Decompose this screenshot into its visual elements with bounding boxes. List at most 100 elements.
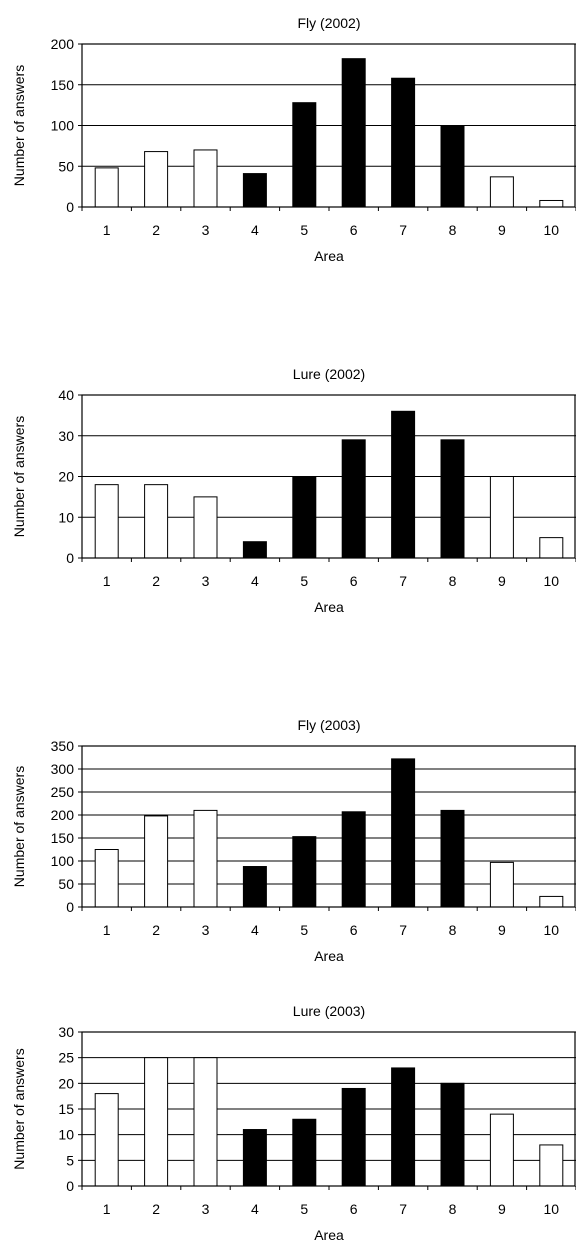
bar-area-10	[539, 537, 564, 559]
bar-area-3	[193, 149, 218, 208]
bar-area-4	[242, 866, 267, 908]
x-tick-label: 5	[300, 1201, 308, 1217]
y-tick-label: 100	[51, 853, 75, 869]
chart-4: 0 5 10 15 20 25 30 1 2 3 4 5 6 7 8 9 10 Lure (2003) Area Nu…	[11, 1003, 576, 1243]
bar-area-10	[539, 895, 564, 908]
bar-area-1	[94, 484, 119, 559]
y-tick-label: 150	[51, 77, 75, 93]
chart-title: Fly (2002)	[297, 15, 360, 31]
bar-area-4	[242, 173, 267, 208]
y-tick-label: 0	[66, 199, 74, 215]
chart-title: Fly (2003)	[297, 717, 360, 733]
y-tick-label: 50	[58, 876, 74, 892]
x-tick-label: 2	[152, 573, 160, 589]
bar-area-8	[440, 439, 465, 559]
x-tick-label: 10	[544, 222, 560, 238]
x-tick-label: 9	[498, 222, 506, 238]
x-tick-label: 9	[498, 922, 506, 938]
x-tick-label: 2	[152, 222, 160, 238]
x-tick-label: 4	[251, 1201, 259, 1217]
bar-area-9	[489, 176, 514, 208]
bar-area-3	[193, 809, 218, 908]
bar-area-2	[144, 1057, 169, 1187]
y-tick-label: 0	[66, 899, 74, 915]
bar-area-4	[242, 541, 267, 559]
x-tick-label: 3	[202, 1201, 210, 1217]
chart-3: 0 50 100 150 200 250 300 350 1 2 3 4 5 6 7 8 9 10 Fly (200…	[11, 717, 576, 964]
y-axis-label: Number of answers	[11, 416, 27, 537]
chart-title: Lure (2002)	[293, 366, 365, 382]
bar-area-1	[94, 849, 119, 908]
bar-area-1	[94, 167, 119, 208]
x-tick-label: 10	[544, 1201, 560, 1217]
x-tick-label: 3	[202, 922, 210, 938]
chart-2: 0 10 20 30 40 1 2 3 4 5 6 7 8 9 10 Lure (2002) Area Numbe…	[11, 366, 576, 615]
x-tick-label: 4	[251, 573, 259, 589]
bar-area-9	[489, 1113, 514, 1187]
y-tick-label: 40	[58, 387, 74, 403]
bar-area-1	[94, 1093, 119, 1187]
x-tick-label: 10	[544, 573, 560, 589]
bar-area-4	[242, 1129, 267, 1187]
y-tick-label: 20	[58, 1075, 74, 1091]
x-tick-label: 7	[399, 222, 407, 238]
y-tick-label: 20	[58, 469, 74, 485]
x-tick-label: 4	[251, 222, 259, 238]
bar-area-8	[440, 125, 465, 208]
x-tick-label: 6	[350, 573, 358, 589]
y-tick-label: 350	[51, 738, 75, 754]
bar-area-6	[341, 811, 366, 908]
bar-area-3	[193, 496, 218, 559]
bar-area-2	[144, 815, 169, 908]
bar-area-5	[292, 1118, 317, 1187]
x-tick-label: 4	[251, 922, 259, 938]
bar-area-5	[292, 476, 317, 559]
x-tick-label: 1	[103, 222, 111, 238]
bar-area-5	[292, 836, 317, 908]
bar-area-6	[341, 58, 366, 208]
y-tick-label: 30	[58, 1024, 74, 1040]
x-tick-label: 3	[202, 573, 210, 589]
x-tick-label: 8	[449, 573, 457, 589]
x-tick-label: 6	[350, 1201, 358, 1217]
x-tick-label: 7	[399, 922, 407, 938]
x-tick-label: 8	[449, 922, 457, 938]
bar-area-10	[539, 1144, 564, 1187]
y-tick-label: 15	[58, 1101, 74, 1117]
bar-area-7	[391, 758, 416, 908]
x-tick-label: 1	[103, 573, 111, 589]
x-tick-label: 5	[300, 222, 308, 238]
y-axis-label: Number of answers	[11, 766, 27, 887]
x-tick-label: 8	[449, 222, 457, 238]
bar-area-7	[391, 77, 416, 208]
y-tick-label: 250	[51, 784, 75, 800]
y-tick-label: 25	[58, 1050, 74, 1066]
bar-area-2	[144, 484, 169, 559]
x-axis-label: Area	[314, 948, 344, 964]
y-tick-label: 30	[58, 428, 74, 444]
x-tick-label: 6	[350, 222, 358, 238]
y-tick-label: 300	[51, 761, 75, 777]
x-tick-label: 7	[399, 573, 407, 589]
bar-area-9	[489, 476, 514, 559]
chart-title: Lure (2003)	[293, 1003, 365, 1019]
bar-area-7	[391, 410, 416, 559]
bar-area-5	[292, 102, 317, 208]
x-axis-label: Area	[314, 1227, 344, 1243]
y-tick-label: 200	[51, 36, 75, 52]
bar-area-8	[440, 1082, 465, 1187]
x-axis-label: Area	[314, 599, 344, 615]
y-tick-label: 10	[58, 1127, 74, 1143]
x-tick-label: 1	[103, 922, 111, 938]
x-tick-label: 9	[498, 573, 506, 589]
bar-area-6	[341, 1087, 366, 1187]
bar-area-8	[440, 809, 465, 908]
x-tick-label: 9	[498, 1201, 506, 1217]
y-tick-label: 150	[51, 830, 75, 846]
x-tick-label: 7	[399, 1201, 407, 1217]
y-axis-label: Number of answers	[11, 65, 27, 186]
y-axis-label: Number of answers	[11, 1048, 27, 1169]
y-tick-label: 0	[66, 1178, 74, 1194]
y-tick-label: 100	[51, 118, 75, 134]
x-tick-label: 6	[350, 922, 358, 938]
